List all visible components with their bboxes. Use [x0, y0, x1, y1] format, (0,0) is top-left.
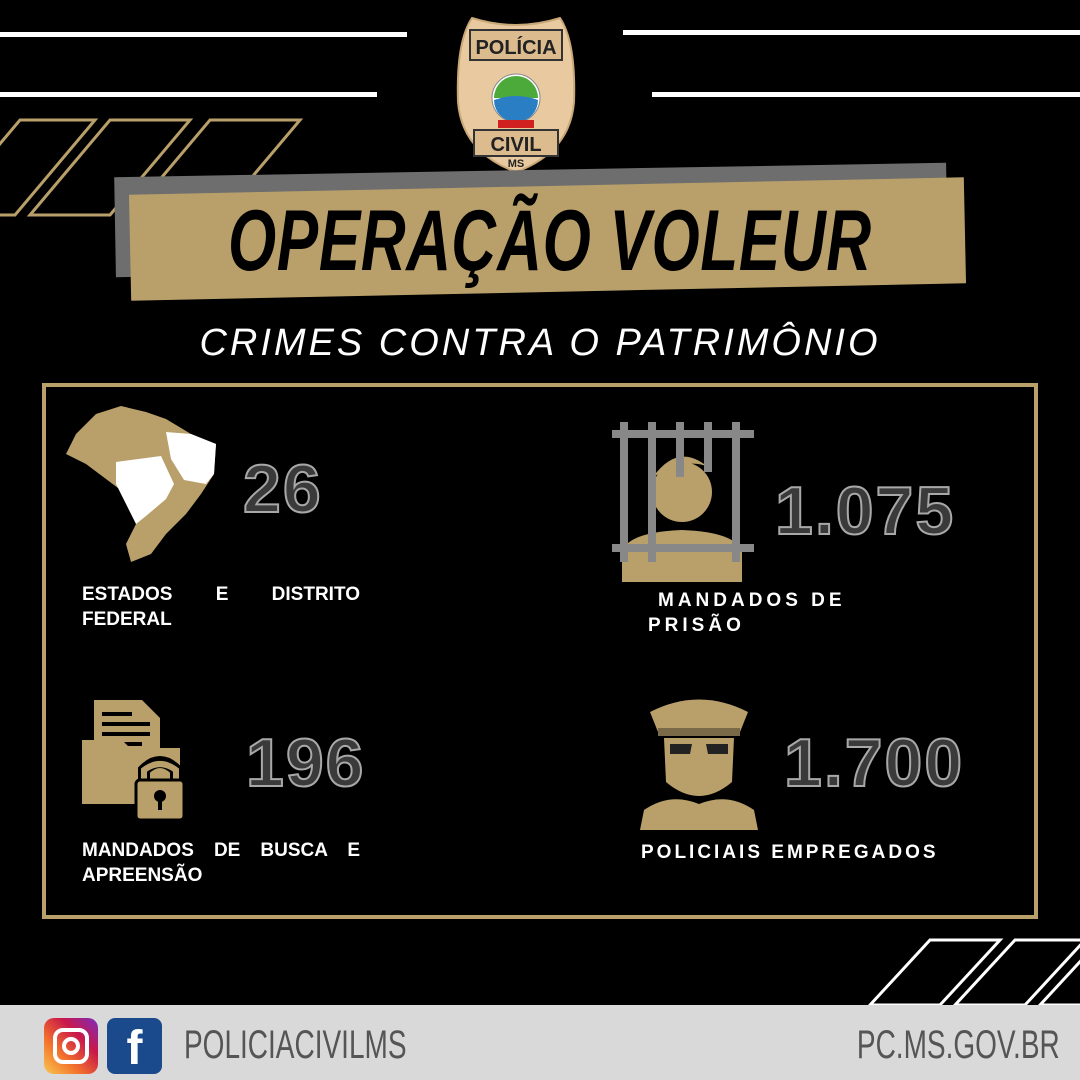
stat-value: 196 — [245, 724, 366, 802]
decor-line — [623, 30, 1080, 35]
subtitle: CRIMES CONTRA O PATRIMÔNIO — [199, 322, 881, 364]
locked-folder-icon — [82, 700, 186, 822]
decor-line — [0, 32, 407, 37]
decor-stripes — [867, 938, 1080, 1005]
decor-line — [652, 92, 1080, 97]
badge-region-text: MS — [508, 158, 525, 170]
badge-bottom-text: CIVIL — [490, 134, 541, 156]
social-handle[interactable]: POLICIACIVILMS — [184, 1023, 407, 1067]
footer-bar: f POLICIACIVILMS PC.MS.GOV.BR — [0, 1005, 1080, 1080]
police-badge-logo: POLÍCIA CIVIL MS — [456, 16, 576, 174]
stats-panel — [42, 383, 1038, 919]
brazil-map-icon — [66, 406, 216, 562]
website-link[interactable]: PC.MS.GOV.BR — [857, 1023, 1060, 1067]
stat-value: 1.700 — [783, 724, 965, 802]
stat-label: ESTADOS E DISTRITO FEDERAL — [82, 584, 360, 630]
stat-label: MANDADOS DE BUSCA E APREENSÃO — [82, 840, 360, 886]
instagram-icon[interactable] — [44, 1018, 98, 1074]
page-title: OPERAÇÃO VOLEUR — [228, 193, 872, 289]
stat-label: POLICIAIS EMPREGADOS — [641, 842, 939, 863]
facebook-icon[interactable]: f — [107, 1018, 162, 1075]
badge-top-text: POLÍCIA — [475, 36, 556, 59]
police-officer-icon — [640, 699, 758, 830]
prisoner-icon — [612, 422, 754, 582]
stat-value: 1.075 — [774, 472, 956, 550]
stat-value: 26 — [242, 450, 323, 528]
stat-label: MANDADOS DE PRISÃO — [648, 590, 846, 636]
decor-line — [0, 92, 377, 97]
